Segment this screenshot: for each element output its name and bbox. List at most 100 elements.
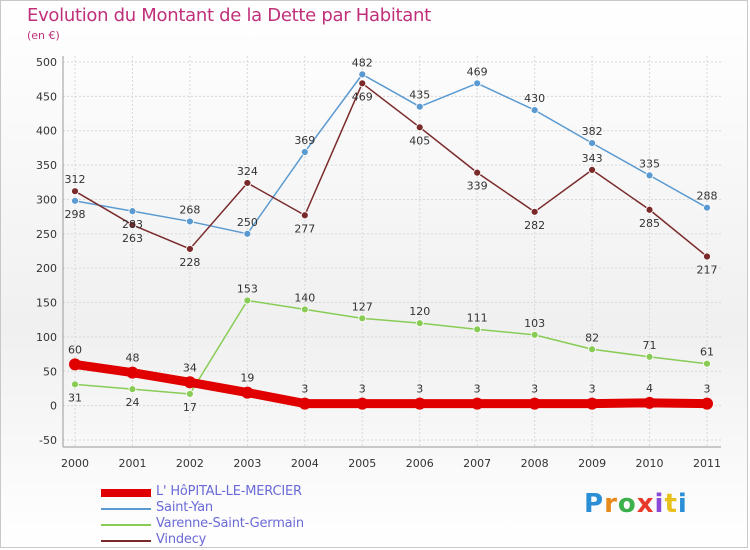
data-label: 140 bbox=[294, 291, 315, 304]
data-label: 343 bbox=[582, 152, 603, 165]
data-point bbox=[643, 396, 656, 409]
x-tick-label: 2011 bbox=[693, 457, 721, 470]
series-line bbox=[74, 73, 708, 235]
data-point bbox=[645, 171, 654, 180]
series-line bbox=[74, 82, 708, 258]
data-point bbox=[413, 397, 426, 410]
data-point bbox=[588, 166, 596, 174]
data-point bbox=[530, 106, 539, 115]
data-point bbox=[473, 325, 482, 334]
proxiti-logo: Proxiti bbox=[584, 489, 688, 519]
data-point bbox=[69, 358, 81, 371]
data-point bbox=[703, 252, 711, 261]
data-label: 111 bbox=[467, 311, 488, 324]
data-point bbox=[473, 168, 482, 177]
logo-letter: t bbox=[664, 489, 678, 519]
data-point bbox=[701, 397, 713, 410]
data-label: 324 bbox=[237, 165, 258, 178]
data-point bbox=[243, 229, 252, 238]
data-label: 283 bbox=[122, 218, 143, 231]
data-label: 430 bbox=[524, 92, 545, 105]
data-point bbox=[298, 397, 311, 410]
data-point bbox=[703, 359, 711, 368]
data-label: 3 bbox=[704, 383, 711, 396]
data-label: 435 bbox=[409, 89, 430, 102]
data-point bbox=[703, 203, 711, 212]
data-point bbox=[300, 148, 309, 156]
data-label: 335 bbox=[639, 157, 660, 170]
data-label: 17 bbox=[183, 401, 197, 414]
data-point bbox=[528, 397, 541, 410]
data-point bbox=[530, 330, 539, 339]
x-tick-label: 2004 bbox=[291, 457, 319, 470]
data-point bbox=[128, 207, 137, 216]
data-label: 48 bbox=[125, 352, 139, 365]
y-tick-label: 500 bbox=[36, 56, 57, 69]
data-label: 228 bbox=[179, 256, 200, 269]
data-point bbox=[300, 305, 309, 314]
data-label: 298 bbox=[65, 208, 86, 221]
data-point bbox=[243, 296, 252, 305]
data-point bbox=[588, 345, 596, 354]
y-tick-label: 300 bbox=[36, 193, 57, 206]
data-point bbox=[415, 123, 424, 132]
data-point bbox=[530, 207, 539, 216]
legend-label: Varenne-Saint-Germain bbox=[156, 516, 304, 531]
data-label: 469 bbox=[352, 90, 373, 103]
data-point bbox=[126, 366, 139, 379]
data-label: 263 bbox=[122, 232, 143, 245]
data-label: 4 bbox=[646, 382, 653, 395]
data-label: 103 bbox=[524, 317, 545, 330]
logo-letter: x bbox=[636, 489, 655, 519]
data-point bbox=[186, 245, 194, 253]
data-label: 60 bbox=[68, 343, 82, 356]
data-label: 382 bbox=[582, 125, 603, 138]
legend-swatch bbox=[101, 524, 151, 526]
data-point bbox=[241, 386, 254, 399]
data-label: 312 bbox=[65, 173, 86, 186]
y-tick-label: 400 bbox=[36, 125, 57, 138]
data-point bbox=[71, 187, 79, 196]
data-point bbox=[645, 352, 654, 361]
logo-letter: i bbox=[654, 489, 665, 519]
data-label: 3 bbox=[301, 383, 308, 396]
legend-label: Saint-Yan bbox=[156, 500, 213, 515]
y-tick-label: 100 bbox=[36, 331, 57, 344]
x-tick-label: 2010 bbox=[636, 457, 664, 470]
data-label: 120 bbox=[409, 305, 430, 318]
data-point bbox=[358, 79, 367, 88]
logo-letter: P bbox=[584, 489, 605, 519]
data-label: 405 bbox=[409, 134, 430, 147]
data-point bbox=[128, 385, 137, 394]
data-point bbox=[128, 220, 137, 229]
legend-label: Vindecy bbox=[156, 532, 207, 547]
data-label: 82 bbox=[585, 331, 599, 344]
data-label: 268 bbox=[179, 203, 200, 216]
logo-letter: i bbox=[677, 489, 688, 519]
data-label: 71 bbox=[643, 339, 657, 352]
data-label: 285 bbox=[639, 217, 660, 230]
data-label: 3 bbox=[589, 383, 596, 396]
data-label: 153 bbox=[237, 282, 258, 295]
data-point bbox=[356, 397, 369, 410]
data-label: 282 bbox=[524, 219, 545, 232]
data-label: 61 bbox=[700, 346, 714, 359]
series-line bbox=[70, 359, 712, 409]
y-tick-label: 350 bbox=[36, 159, 57, 172]
chart-subtitle: (en €) bbox=[27, 29, 60, 42]
y-tick-label: 200 bbox=[36, 262, 57, 275]
data-point bbox=[415, 102, 424, 111]
legend-swatch bbox=[101, 489, 151, 497]
data-point bbox=[71, 380, 79, 389]
data-label: 34 bbox=[183, 361, 197, 374]
x-tick-label: 2008 bbox=[521, 457, 549, 470]
data-point bbox=[415, 319, 424, 328]
data-point bbox=[645, 205, 654, 214]
legend-label: L' HôPITAL-LE-MERCIER bbox=[156, 484, 302, 499]
x-tick-label: 2003 bbox=[233, 457, 261, 470]
x-tick-label: 2009 bbox=[578, 457, 606, 470]
data-label: 24 bbox=[125, 396, 139, 409]
y-tick-label: 450 bbox=[36, 90, 57, 103]
data-label: 250 bbox=[237, 216, 258, 229]
